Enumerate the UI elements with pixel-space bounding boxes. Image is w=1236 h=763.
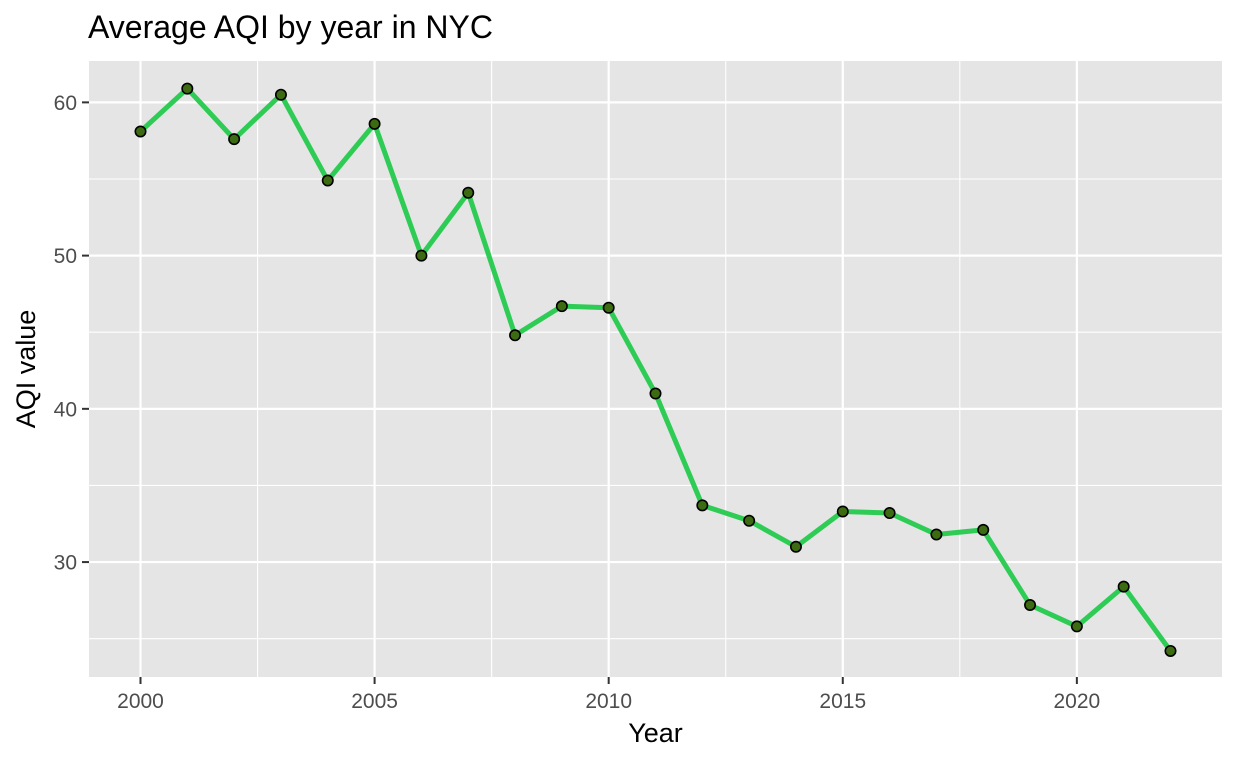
data-point [228,133,241,146]
data-point [555,300,568,313]
data-point [743,514,756,527]
data-point [930,528,943,541]
data-point [696,499,709,512]
x-tick-label: 2015 [819,690,866,713]
y-tick-label: 50 [54,245,77,268]
x-tick-label: 2005 [351,690,398,713]
x-axis-title: Year [628,718,683,748]
data-point [883,507,896,520]
y-axis: 30 40 50 60 [54,92,89,575]
data-point [649,387,662,400]
grid-major-lines [89,61,1222,677]
data-point [181,82,194,95]
data-point [509,329,522,342]
y-tick-label: 30 [54,552,77,575]
x-tick-label: 2010 [585,690,632,713]
data-point [415,249,428,262]
points-layer [134,82,1177,657]
x-axis: 2000 2005 2010 2015 2020 [117,677,1100,713]
data-point [1117,580,1130,593]
x-tick-label: 2000 [117,690,164,713]
chart-title: Average AQI by year in NYC [88,9,493,45]
data-point [134,125,147,138]
data-point [836,505,849,518]
data-point [1070,620,1083,633]
y-tick-label: 60 [54,92,77,115]
grid-minor-lines [89,61,1222,677]
data-point [368,117,381,130]
data-point [274,88,287,101]
data-point [602,301,615,314]
plot-panel [89,61,1222,677]
data-point [1024,598,1037,611]
data-point [1164,644,1177,657]
y-tick-label: 40 [54,398,77,421]
y-axis-title: AQI value [11,310,41,429]
data-point [977,523,990,536]
data-point [462,186,475,199]
data-point [321,174,334,187]
x-tick-label: 2020 [1054,690,1101,713]
data-point [789,540,802,553]
